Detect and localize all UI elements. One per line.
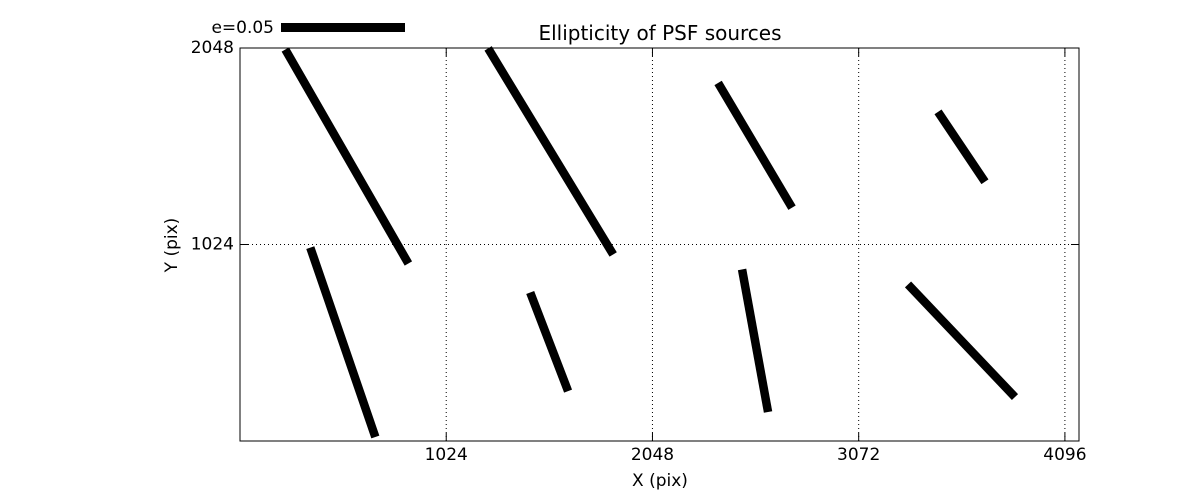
legend-label: e=0.05	[211, 18, 274, 38]
x-tick-label-4096: 4096	[1043, 445, 1086, 465]
plot-title: Ellipticity of PSF sources	[538, 21, 781, 45]
x-tick-label-3072: 3072	[837, 445, 880, 465]
x-tick-label-1024: 1024	[425, 445, 468, 465]
legend-scale-bar	[281, 23, 405, 32]
y-tick-label-1024: 1024	[191, 235, 234, 255]
y-axis-label: Y (pix)	[162, 218, 182, 274]
grid-layer	[240, 47, 1079, 441]
x-tick-labels: 1024 2048 3072 4096	[425, 445, 1087, 465]
x-tick-label-2048: 2048	[631, 445, 674, 465]
whisker-layer	[281, 46, 1019, 439]
whisker-segment-7	[737, 268, 773, 413]
whisker-segment-4	[934, 109, 989, 185]
whisker-segment-5	[306, 246, 380, 439]
whisker-segment-1	[281, 47, 413, 266]
whisker-segment-8	[904, 281, 1019, 400]
y-tick-label-2048: 2048	[191, 38, 234, 58]
whisker-segment-3	[714, 80, 796, 210]
whisker-segment-6	[526, 290, 573, 393]
axes-frame	[239, 47, 1080, 442]
y-tick-labels: 1024 2048	[191, 38, 234, 255]
whisker-segment-2	[484, 46, 617, 257]
tick-layer	[240, 47, 1079, 441]
x-axis-label: X (pix)	[632, 471, 688, 490]
